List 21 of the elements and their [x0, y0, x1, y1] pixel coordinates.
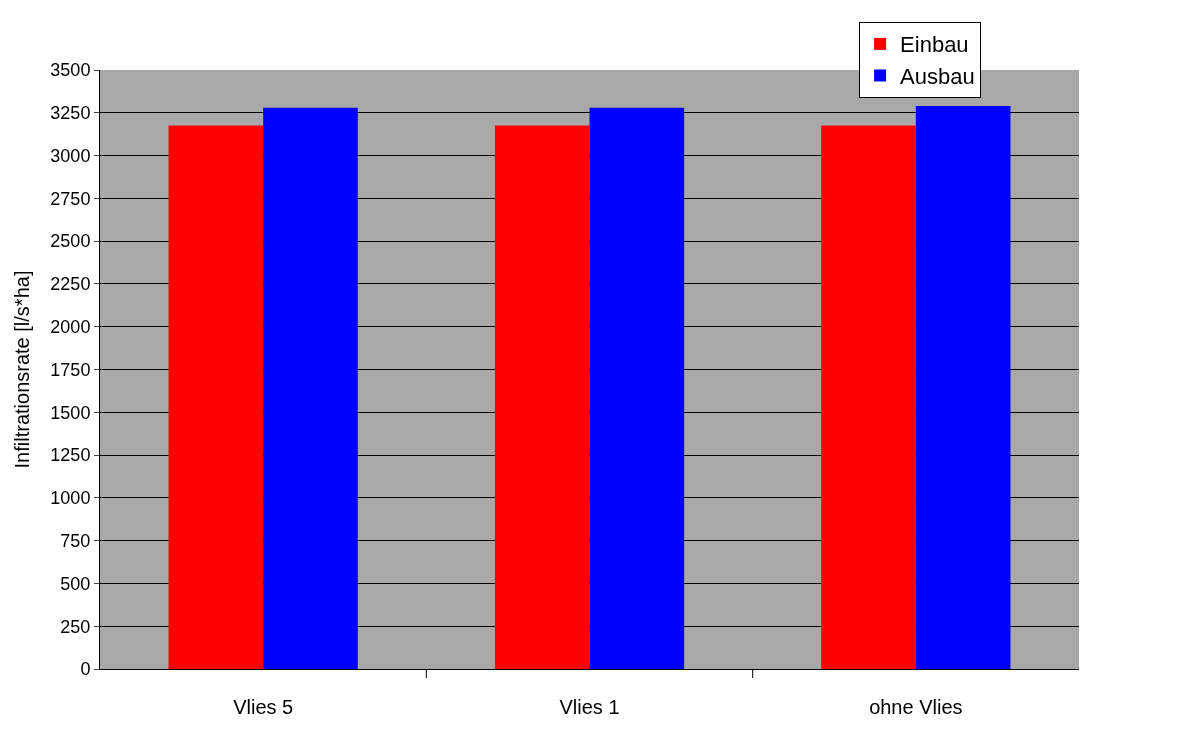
- y-tick-label: 1250: [50, 445, 91, 466]
- y-axis-title: Infiltrationsrate [l/s*ha]: [10, 270, 33, 469]
- x-tick-label: ohne Vlies: [869, 696, 963, 718]
- y-tick-label: 1500: [50, 402, 91, 423]
- y-tick-label: 750: [60, 530, 91, 551]
- y-tick-label: 3000: [50, 145, 91, 166]
- x-tick-label: Vlies 1: [559, 696, 620, 718]
- y-tick-label: 2500: [50, 231, 91, 252]
- y-tick-label: 1000: [50, 488, 91, 509]
- y-tick-label: 2000: [50, 317, 91, 338]
- legend-label: Ausbau: [900, 64, 975, 90]
- y-tick-label: 3250: [50, 103, 91, 124]
- x-tick-label: Vlies 5: [233, 696, 294, 718]
- y-tick-label: 500: [60, 573, 91, 594]
- y-tick-label: 2750: [50, 188, 91, 209]
- legend-label: Einbau: [900, 32, 969, 58]
- y-tick-label: 250: [60, 616, 91, 637]
- y-tick-label: 1750: [50, 359, 91, 380]
- y-tick-label: 2250: [50, 274, 91, 295]
- y-tick-label: 0: [80, 659, 91, 680]
- y-tick-label: 3500: [50, 60, 91, 81]
